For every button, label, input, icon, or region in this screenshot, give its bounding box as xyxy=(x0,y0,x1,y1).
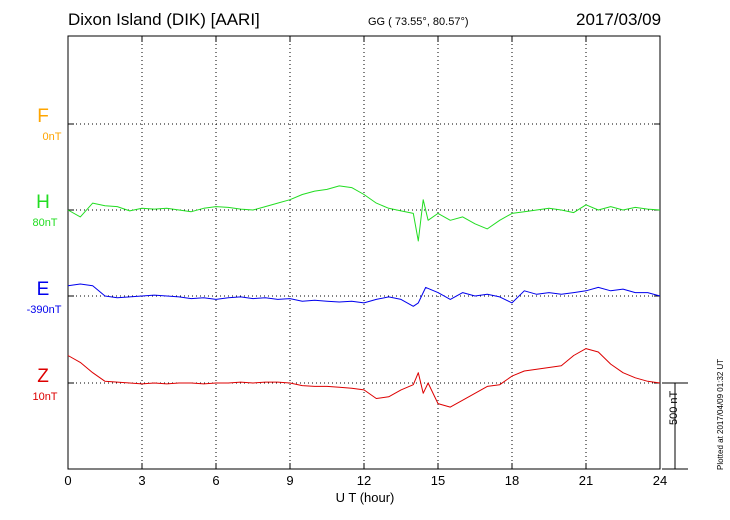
x-tick-label: 12 xyxy=(356,473,372,488)
series-baseline-z: 10nT xyxy=(32,391,58,403)
series-line-h xyxy=(67,185,661,242)
series-label-e: E xyxy=(36,279,50,300)
series-baseline-e: -390nT xyxy=(26,304,62,316)
series-baseline-h: 80nT xyxy=(32,217,58,229)
x-tick-label: 9 xyxy=(286,473,294,488)
station-coordinates: GG ( 73.55°, 80.57°) xyxy=(368,16,469,28)
series-baseline-f: 0nT xyxy=(42,131,62,143)
x-tick-label: 6 xyxy=(212,473,220,488)
plotted-timestamp: Plotted at 2017/04/09 01:32 UT xyxy=(716,358,725,470)
x-tick-label: 24 xyxy=(652,473,668,488)
x-tick-label: 18 xyxy=(504,473,520,488)
series-line-e xyxy=(67,283,661,307)
x-tick-label: 0 xyxy=(64,473,72,488)
x-tick-label: 3 xyxy=(138,473,146,488)
series-label-z: Z xyxy=(37,366,49,387)
x-tick-label: 15 xyxy=(430,473,446,488)
series-line-z xyxy=(67,348,661,408)
chart-title: Dixon Island (DIK) [AARI] xyxy=(68,10,260,29)
series-layer xyxy=(67,185,661,408)
grid-layer xyxy=(67,36,661,469)
x-axis-title: U T (hour) xyxy=(335,490,395,505)
scale-bar xyxy=(662,382,688,470)
chart-date: 2017/03/09 xyxy=(576,10,662,29)
scale-bar-label: 500 nT xyxy=(668,390,680,425)
series-label-f: F xyxy=(37,106,49,127)
x-tick-label: 21 xyxy=(578,473,594,488)
series-label-h: H xyxy=(36,192,50,213)
